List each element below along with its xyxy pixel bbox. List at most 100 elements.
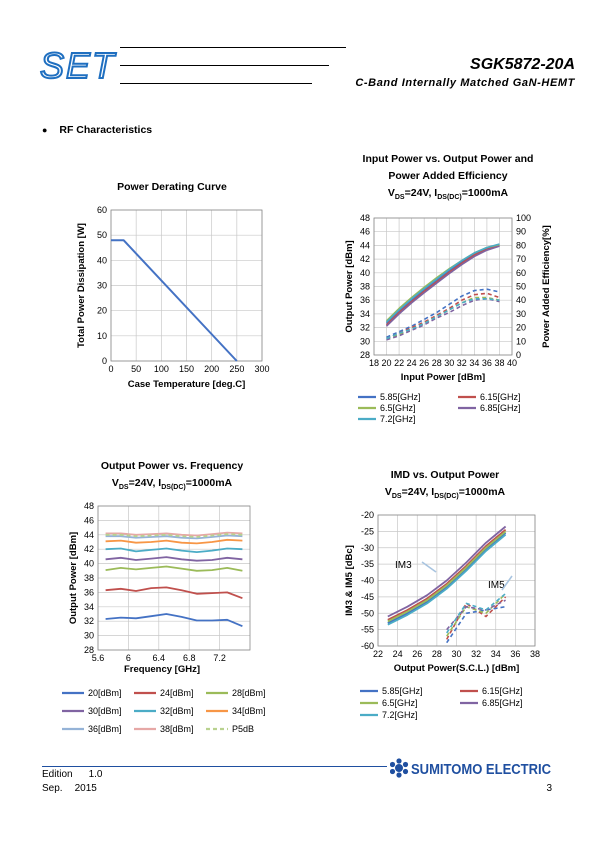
legend-item-label: 6.15[GHz] [480,392,521,402]
x-tick-label: 300 [254,364,269,374]
im3-series-line [387,529,507,621]
freq-series-line [105,531,243,537]
x-tick-label: 7.2 [213,653,226,663]
y-tick-label: 30 [97,281,107,291]
footer-rule [42,766,387,767]
freq-condition: VDS=24V, IDS(DC)=1000mA [111,477,233,492]
legend-item-label: 32[dBm] [160,706,194,716]
y-tick-label: 38 [360,282,370,292]
x-tick-label: 34 [491,649,501,659]
y-tick-label: 34 [360,309,370,319]
y2-tick-label: 60 [516,268,526,278]
x-tick-label: 36 [482,358,492,368]
im3-series-line [387,525,507,618]
im5-series-line [446,592,507,634]
x-tick-label: 28 [432,649,442,659]
x-tick-label: 34 [469,358,479,368]
x-tick-label: 38 [494,358,504,368]
y-tick-label: 46 [360,227,370,237]
y-tick-label: -60 [361,641,374,651]
y-axis-label: Output Power [dBm] [344,240,355,332]
freq-chart: 5.6 6 6.4 6.8 7.2 28 30 32 34 36 38 40 42 44 46 48 Frequ… [62,501,266,734]
y-tick-label: 40 [97,255,107,265]
freq-title: Output Power vs. Frequency VDS=24V, IDS(… [62,458,282,496]
x-tick-label: 18 [369,358,379,368]
x-axis-label: Case Temperature [deg.C] [128,379,246,390]
x-tick-label: 38 [530,649,540,659]
y-tick-label: 40 [84,559,94,569]
part-number: SGK5872-20A [470,56,575,73]
x-tick-label: 250 [229,364,244,374]
part-subtitle: C-Band Internally Matched GaN-HEMT [355,77,575,89]
y-axis-label: Total Power Dissipation [W] [76,223,87,348]
im5-annotation: IM5 [488,580,505,591]
y-tick-label: -50 [361,608,374,618]
legend-item-label: 30[dBm] [88,706,122,716]
legend-item-label: 24[dBm] [160,688,194,698]
y2-axis-label: Power Added Efficiency[%] [541,225,552,348]
x-tick-label: 28 [432,358,442,368]
y2-tick-label: 30 [516,309,526,319]
y2-tick-label: 10 [516,336,526,346]
y2-tick-label: 20 [516,323,526,333]
y-tick-label: 30 [84,631,94,641]
freq-series-line [105,613,243,628]
y-tick-label: 38 [84,573,94,583]
legend-item-label: 20[dBm] [88,688,122,698]
x-tick-label: 5.6 [92,653,105,663]
im3-series-line [387,534,507,626]
im3-series-line [387,532,507,624]
plot-frame [377,514,536,647]
x-tick-label: 6.4 [153,653,166,663]
freq-series-line [105,565,243,572]
freq-title-line1: Output Power vs. Frequency [100,460,244,472]
legend-item-label: 6.85[GHz] [480,403,521,413]
x-tick-label: 6.8 [183,653,196,663]
plot-frame [373,217,513,356]
imd-title: IMD vs. Output Power VDS=24V, IDS(DC)=10… [335,467,555,505]
header-rule-1 [120,47,346,48]
x-tick-label: 32 [471,649,481,659]
y-tick-label: 42 [360,254,370,264]
derating-chart: 0 50 100 150 200 250 300 0 10 20 30 40 50 60 Case Temp… [76,205,270,390]
company-logo: SUMITOMO ELECTRIC [389,758,560,778]
imd-chart: 22 24 26 28 30 32 34 36 38 -20 -25 -30 -35 -40 -45 -50 -… [344,510,540,720]
x-axis-label: Frequency [GHz] [124,664,200,675]
x-tick-label: 30 [444,358,454,368]
y-tick-label: -40 [361,576,374,586]
y2-tick-label: 0 [516,350,521,360]
imd-title-line1: IMD vs. Output Power [390,469,500,481]
plot-frame [110,209,263,362]
legend-item-label: 34[dBm] [232,706,266,716]
sumitomo-logo-icon: SUMITOMO ELECTRIC [389,758,551,778]
legend-item-label: 28[dBm] [232,688,266,698]
legend-item-label: 6.5[GHz] [380,403,416,413]
legend-item-label: 36[dBm] [88,724,122,734]
x-tick-label: 26 [412,649,422,659]
y-tick-label: 30 [360,336,370,346]
legend-item-label: 6.15[GHz] [482,686,523,696]
logo: SET [38,44,118,87]
pae-series-line [386,288,500,338]
y-tick-label: 0 [102,356,107,366]
legend-item-label: 7.2[GHz] [380,414,416,424]
y2-tick-label: 40 [516,295,526,305]
pinpout-chart: 18 20 22 24 26 28 30 32 34 36 38 402830323436384042… [344,213,552,424]
x-tick-label: 40 [507,358,517,368]
y-tick-label: 60 [97,205,107,215]
x-tick-label: 6 [126,653,131,663]
im5-series-line [446,605,506,644]
x-tick-label: 50 [131,364,141,374]
y-tick-label: 28 [84,645,94,655]
plot-frame [97,505,251,651]
y-tick-label: 10 [97,331,107,341]
pout-series-line [385,245,500,327]
logo-text: SET [40,45,117,84]
y-tick-label: 50 [97,230,107,240]
x-tick-label: 150 [179,364,194,374]
x-tick-label: 32 [457,358,467,368]
y2-tick-label: 50 [516,282,526,292]
y2-tick-label: 100 [516,213,531,223]
legend-item-label: 5.85[GHz] [380,392,421,402]
x-tick-label: 24 [407,358,417,368]
